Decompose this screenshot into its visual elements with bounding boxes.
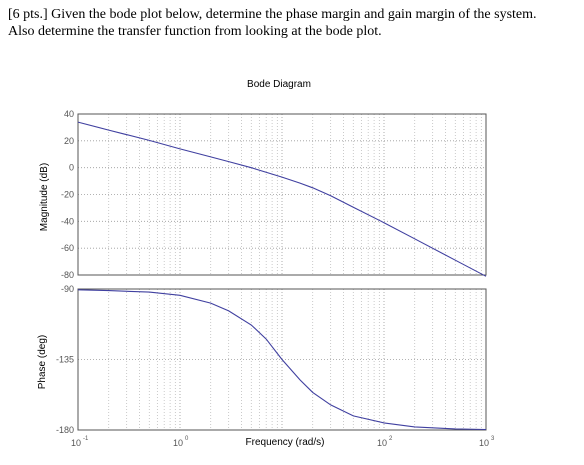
phase-frame: [77, 288, 487, 431]
frequency-axis-label: Frequency (rad/s): [246, 437, 325, 448]
phase-curve: [77, 289, 487, 431]
question-line-2: Also determine the transfer function fro…: [8, 24, 382, 39]
y-tick-label: 20: [64, 136, 74, 146]
x-tick-exponent: 0: [185, 436, 189, 442]
y-tick-label: 0: [69, 163, 74, 173]
y-tick-label: -60: [61, 243, 74, 253]
y-tick-label: -20: [61, 190, 74, 200]
phase-axis-label: Phase (deg): [37, 335, 48, 389]
magnitude-frame: [77, 113, 487, 276]
x-tick-exponent: 2: [389, 436, 393, 442]
x-tick-label: 10 0: [173, 436, 189, 448]
magnitude-axis-label: Magnitude (dB): [39, 163, 50, 231]
x-tick-label: 10 -1: [71, 436, 89, 448]
x-tick-exponent: -1: [83, 436, 89, 442]
y-tick-label: -80: [61, 270, 74, 280]
y-tick-label: -90: [61, 284, 74, 294]
x-tick-base: 10: [479, 438, 489, 448]
phase-panel: -90 -135 -180: [56, 284, 487, 435]
x-tick-label: 10 3: [479, 436, 495, 448]
y-tick-label: -40: [61, 216, 74, 226]
x-tick-labels: 10 -1 10 0 10 2 10 3: [71, 436, 495, 448]
y-tick-label: -135: [56, 355, 74, 365]
x-tick-base: 10: [71, 438, 81, 448]
magnitude-curve: [77, 121, 487, 277]
x-tick-base: 10: [173, 438, 183, 448]
question-text: [6 pts.] Given the bode plot below, dete…: [8, 6, 578, 40]
chart-title: Bode Diagram: [247, 79, 311, 90]
y-tick-label: 40: [64, 109, 74, 119]
x-tick-exponent: 3: [491, 436, 495, 442]
y-tick-label: -180: [56, 425, 74, 435]
x-tick-label: 10 2: [377, 436, 393, 448]
x-tick-base: 10: [377, 438, 387, 448]
magnitude-panel: 40 20 0 -20 -40 -60 -80: [61, 109, 487, 280]
question-line-1: [6 pts.] Given the bode plot below, dete…: [8, 7, 537, 22]
